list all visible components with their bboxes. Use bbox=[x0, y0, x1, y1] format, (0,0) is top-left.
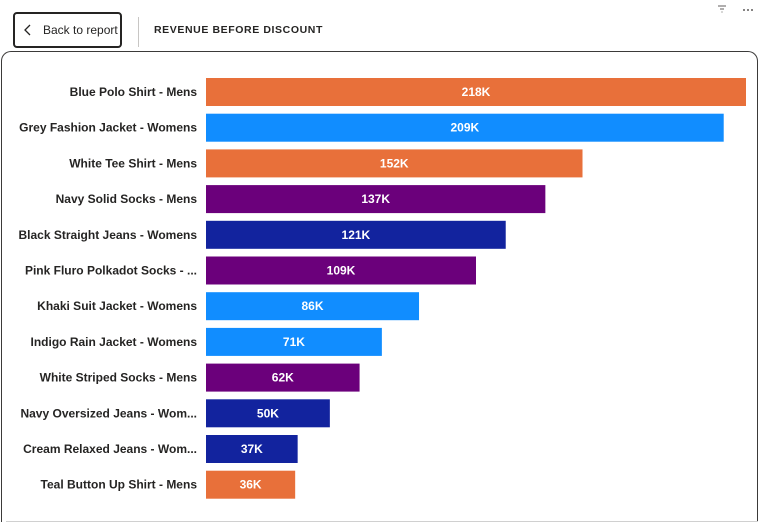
chevron-left-icon bbox=[17, 13, 39, 47]
data-label: 37K bbox=[241, 442, 263, 456]
bar[interactable] bbox=[206, 220, 506, 249]
category-label: White Striped Socks - Mens bbox=[40, 371, 198, 385]
category-label: Cream Relaxed Jeans - Wom... bbox=[23, 442, 197, 456]
page-title: REVENUE BEFORE DISCOUNT bbox=[154, 24, 323, 36]
category-label: Pink Fluro Polkadot Socks - ... bbox=[25, 264, 197, 278]
revenue-bar-chart-visual: Blue Polo Shirt - Mens 218K Grey Fashion J… bbox=[1, 51, 758, 522]
category-label: Blue Polo Shirt - Mens bbox=[70, 85, 198, 99]
bar[interactable] bbox=[206, 256, 476, 285]
bar[interactable] bbox=[206, 327, 382, 356]
category-label: Black Straight Jeans - Womens bbox=[19, 228, 198, 242]
bottom-border bbox=[6, 521, 758, 522]
filter-icon[interactable] bbox=[716, 0, 728, 18]
data-label: 62K bbox=[272, 371, 294, 385]
data-label: 121K bbox=[342, 228, 371, 242]
bar[interactable] bbox=[206, 470, 296, 499]
bar[interactable] bbox=[206, 363, 360, 392]
bar[interactable] bbox=[206, 113, 724, 142]
bar[interactable] bbox=[206, 399, 330, 428]
back-to-report-label: Back to report bbox=[43, 23, 118, 37]
visual-header-icons bbox=[716, 0, 754, 13]
data-label: 209K bbox=[451, 121, 480, 135]
category-label: Teal Button Up Shirt - Mens bbox=[41, 478, 198, 492]
data-label: 86K bbox=[302, 299, 324, 313]
bar[interactable] bbox=[206, 78, 746, 106]
data-label: 218K bbox=[462, 85, 491, 99]
bar[interactable] bbox=[206, 185, 546, 214]
bar[interactable] bbox=[206, 435, 298, 463]
back-to-report-button[interactable]: Back to report bbox=[13, 12, 122, 48]
category-label: Navy Oversized Jeans - Wom... bbox=[20, 406, 197, 420]
data-label: 50K bbox=[257, 406, 279, 420]
data-label: 109K bbox=[327, 264, 356, 278]
category-label: Grey Fashion Jacket - Womens bbox=[19, 121, 197, 135]
header-divider bbox=[138, 17, 139, 47]
more-options-icon[interactable] bbox=[742, 0, 754, 18]
bar[interactable] bbox=[206, 292, 420, 321]
category-label: Khaki Suit Jacket - Womens bbox=[37, 299, 197, 313]
bar-chart: Blue Polo Shirt - Mens 218K Grey Fashion J… bbox=[19, 78, 746, 499]
category-label: Indigo Rain Jacket - Womens bbox=[31, 335, 198, 349]
data-label: 137K bbox=[361, 192, 390, 206]
category-label: White Tee Shirt - Mens bbox=[69, 156, 197, 170]
data-label: 71K bbox=[283, 335, 305, 349]
data-label: 152K bbox=[380, 156, 409, 170]
category-label: Navy Solid Socks - Mens bbox=[56, 192, 198, 206]
bar[interactable] bbox=[206, 149, 583, 178]
data-label: 36K bbox=[240, 478, 262, 492]
